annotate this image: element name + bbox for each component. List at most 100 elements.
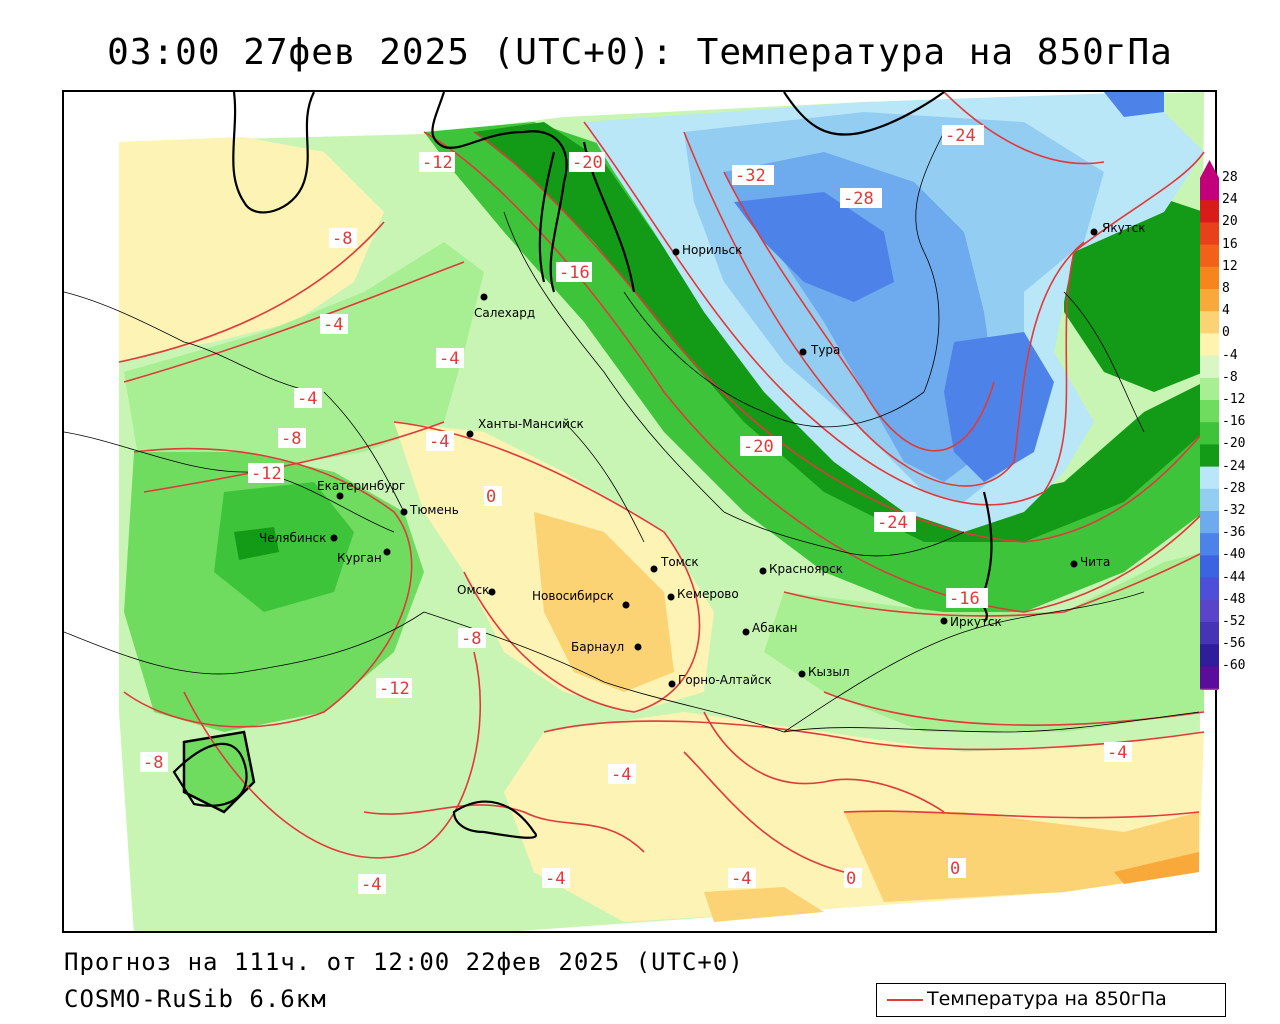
colorbar-bottom-arrow bbox=[1200, 688, 1219, 690]
isotherm-label: -4 bbox=[1107, 743, 1127, 763]
colorbar-tick-label: -56 bbox=[1222, 636, 1246, 652]
colorbar-tick-label: -20 bbox=[1222, 436, 1246, 452]
isotherm-label: -28 bbox=[843, 189, 874, 209]
colorbar-tick-label: 8 bbox=[1222, 281, 1230, 296]
city-irkutsk: Иркутск bbox=[950, 615, 1002, 629]
isotherm-label: -4 bbox=[361, 875, 381, 895]
isotherm-label: -24 bbox=[945, 126, 976, 146]
city-gorno-altaysk: Горно-Алтайск bbox=[678, 673, 772, 687]
colorbar-swatch bbox=[1200, 222, 1219, 246]
colorbar-swatch bbox=[1200, 200, 1219, 223]
isotherm-label: -12 bbox=[251, 464, 282, 484]
city-markers: Якутск Норильск Салехард Тура Ханты-Манс… bbox=[259, 221, 1146, 688]
colorbar-tick-label: -60 bbox=[1222, 658, 1246, 674]
colorbar-swatch bbox=[1200, 533, 1219, 556]
colorbar-tick-label: 12 bbox=[1222, 258, 1238, 274]
isotherm-label: 0 bbox=[846, 869, 856, 889]
forecast-info: Прогноз на 111ч. от 12:00 22фев 2025 (UT… bbox=[64, 948, 744, 976]
city-kemerovo: Кемерово bbox=[677, 587, 739, 601]
colorbar-swatch bbox=[1200, 289, 1219, 312]
city-novosibirsk: Новосибирск bbox=[532, 589, 614, 603]
city-tyumen: Тюмень bbox=[409, 503, 459, 517]
colorbar-swatch bbox=[1200, 377, 1219, 401]
isotherm-label: -4 bbox=[545, 869, 565, 889]
colorbar-swatch bbox=[1200, 644, 1219, 667]
colorbar-swatch bbox=[1200, 333, 1219, 357]
city-tura: Тура bbox=[810, 343, 840, 357]
colorbar-swatch bbox=[1200, 266, 1219, 290]
colorbar-tick-label: -48 bbox=[1222, 591, 1246, 607]
colorbar-tick-label: -8 bbox=[1222, 369, 1238, 385]
model-name: COSMO-RuSib 6.6км bbox=[64, 985, 327, 1013]
isotherm-label: -8 bbox=[281, 429, 301, 449]
colorbar-swatch bbox=[1200, 466, 1219, 490]
isotherm-labels: -12 -20 -8 -16 -32 -28 -24 -4 -8 -4 -4 -… bbox=[140, 125, 1132, 895]
isotherm-label: 0 bbox=[486, 487, 496, 507]
city-abakan: Абакан bbox=[752, 621, 797, 635]
city-yakutsk: Якутск bbox=[1102, 221, 1146, 235]
colorbar-swatch bbox=[1200, 555, 1219, 579]
legend-label: Температура на 850гПа bbox=[927, 988, 1167, 1010]
colorbar-tick-label: -4 bbox=[1222, 347, 1238, 363]
legend-line-swatch bbox=[887, 999, 923, 1001]
colorbar-tick-label: 16 bbox=[1222, 236, 1238, 252]
city-chita: Чита bbox=[1080, 555, 1110, 569]
isotherm-label: -24 bbox=[877, 513, 908, 533]
isotherm-label: -4 bbox=[323, 315, 343, 335]
temperature-map: Якутск Норильск Салехард Тура Ханты-Манс… bbox=[64, 92, 1215, 931]
colorbar-tick-label: -16 bbox=[1222, 414, 1246, 430]
colorbar-swatch bbox=[1200, 400, 1219, 423]
colorbar-tick-label: -44 bbox=[1222, 569, 1246, 585]
colorbar-tick-label: 28 bbox=[1222, 170, 1238, 185]
map-frame: Якутск Норильск Салехард Тура Ханты-Манс… bbox=[62, 90, 1217, 933]
colorbar-tick-label: -36 bbox=[1222, 525, 1246, 541]
colorbar-tick-label: -32 bbox=[1222, 503, 1246, 518]
colorbar-swatch bbox=[1200, 178, 1219, 201]
isotherm-label: -4 bbox=[429, 432, 449, 452]
city-norilsk: Норильск bbox=[682, 243, 742, 257]
colorbar-top-arrow bbox=[1200, 160, 1219, 178]
colorbar-tick-label: -28 bbox=[1222, 480, 1246, 496]
city-kurgan: Курган bbox=[337, 551, 382, 565]
isotherm-label: -20 bbox=[572, 153, 603, 173]
colorbar-swatch bbox=[1200, 422, 1219, 445]
colorbar-tick-label: 0 bbox=[1222, 325, 1230, 341]
legend: Температура на 850гПа bbox=[876, 983, 1226, 1017]
city-salekhard: Салехард bbox=[474, 306, 535, 320]
city-kyzyl: Кызыл bbox=[808, 665, 850, 679]
colorbar-tick-label: -24 bbox=[1222, 458, 1246, 474]
isotherm-label: -16 bbox=[949, 589, 980, 609]
isotherm-label: -20 bbox=[743, 437, 774, 457]
colorbar-tick-label: -52 bbox=[1222, 614, 1246, 629]
isotherm-label: -32 bbox=[735, 166, 766, 186]
colorbar-swatch bbox=[1200, 311, 1219, 334]
colorbar-swatch bbox=[1200, 444, 1219, 468]
colorbar-tick-label: 24 bbox=[1222, 192, 1238, 208]
colorbar-swatch bbox=[1200, 666, 1219, 690]
city-tomsk: Томск bbox=[660, 555, 699, 569]
chart-title: 03:00 27фев 2025 (UTC+0): Температура на… bbox=[107, 32, 1173, 73]
isotherm-label: -12 bbox=[379, 679, 410, 699]
city-ekaterinburg: Екатеринбург bbox=[317, 479, 405, 493]
city-krasnoyarsk: Красноярск bbox=[769, 562, 843, 576]
colorbar-swatch bbox=[1200, 355, 1219, 379]
isotherm-label: -8 bbox=[461, 629, 481, 649]
colorbar-swatch bbox=[1200, 488, 1219, 512]
city-khanty-mansiysk: Ханты-Мансийск bbox=[478, 417, 584, 431]
colorbar bbox=[1200, 160, 1219, 690]
isotherm-label: -4 bbox=[439, 349, 459, 369]
isotherm-label: -12 bbox=[422, 153, 453, 173]
isotherm-label: -4 bbox=[611, 765, 631, 785]
colorbar-tick-label: 4 bbox=[1222, 303, 1230, 319]
colorbar-swatch bbox=[1200, 511, 1219, 534]
colorbar-swatch bbox=[1200, 244, 1219, 268]
colorbar-tick-label: -40 bbox=[1222, 547, 1246, 563]
colorbar-tick-label: 20 bbox=[1222, 214, 1238, 230]
isotherm-label: -8 bbox=[143, 753, 163, 773]
isotherm-label: -4 bbox=[731, 869, 751, 889]
colorbar-swatch bbox=[1200, 577, 1219, 601]
isotherm-label: -4 bbox=[297, 389, 317, 409]
city-chelyabinsk: Челябинск bbox=[259, 531, 326, 545]
colorbar-swatch bbox=[1200, 599, 1219, 623]
isotherm-label: 0 bbox=[950, 859, 960, 879]
